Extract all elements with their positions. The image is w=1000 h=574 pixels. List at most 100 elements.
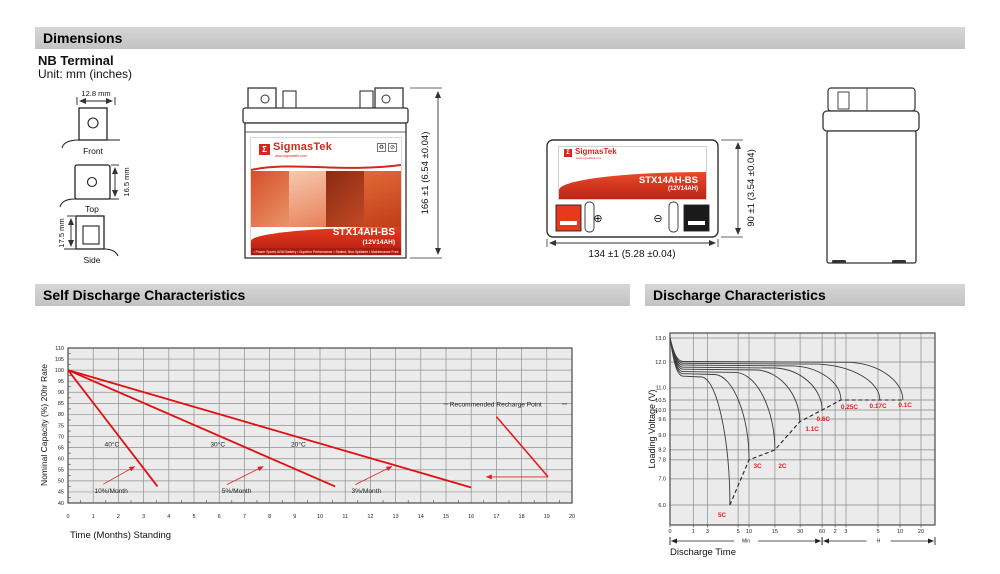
y-tick-label: 7.0 (658, 477, 666, 483)
brand-name: SigmasTek (273, 141, 333, 153)
recycle-icon: ♻ (377, 143, 386, 152)
front-view-label: Front (83, 146, 103, 156)
discharge-curve (669, 337, 731, 506)
curve-label: 0.1C (898, 402, 912, 409)
positive-terminal-slot (560, 221, 577, 225)
self-discharge-chart: 0 1 2 3 4 5 6 7 8 9 10 11 12 13 14 15 16 17 18 19 2040455055… (39, 346, 575, 541)
discharge-section-header: Discharge Characteristics (645, 284, 965, 306)
unit-note: Unit: mm (inches) (38, 67, 133, 81)
curve-label: 3C (753, 463, 762, 470)
battery-body (826, 130, 917, 264)
x-tick-label: 18 (519, 514, 525, 520)
y-tick-label: 10.0 (655, 408, 666, 414)
x-tick-label: 20 (918, 529, 924, 535)
curve-label: 1.1C (805, 426, 819, 433)
sigma-logo-icon: Σ (259, 144, 270, 155)
collage-panel (363, 171, 401, 227)
annotation-arrow (103, 466, 136, 485)
y-tick-label: 65 (58, 445, 64, 451)
label-header: Σ SigmasTek www.sigmastek.com ♻ ⊘ (251, 138, 401, 163)
cutoff-voltage-line (729, 399, 905, 506)
x-tick-label: 9 (293, 514, 296, 520)
terminal-type-title: NB Terminal (38, 53, 114, 68)
negative-terminal-slot (688, 221, 705, 225)
label-header: Σ SigmasTek www.sigmastek.com (559, 147, 706, 160)
x-tick-label: 3 (142, 514, 145, 520)
x-tick-label: 10 (897, 529, 903, 535)
terminal-front-view: 12.8 mm Front (61, 89, 120, 156)
x-tick-label: 6 (218, 514, 221, 520)
x-tick-label: 30 (797, 529, 803, 535)
chart-annotation: 20°C (291, 441, 306, 449)
red-swoosh (251, 164, 401, 171)
top-height-dim: 16.5 mm (122, 167, 131, 196)
y-tick-label: 105 (55, 357, 64, 363)
brand-website: www.sigmastek.com (576, 156, 602, 160)
left-terminal-hole (260, 94, 270, 104)
label-whitespace (559, 160, 706, 172)
battery-top-label: Σ SigmasTek www.sigmastek.com STX14AH-BS… (558, 146, 707, 200)
dimensions-section-header: Dimensions (35, 27, 965, 49)
label-icons: ♻ ⊘ (377, 143, 397, 152)
x-tick-label: 60 (819, 529, 825, 535)
series-line (67, 369, 336, 488)
y-tick-label: 85 (58, 401, 64, 407)
curve-label: 0.25C (841, 404, 858, 411)
x-tick-label: 12 (367, 514, 373, 520)
x-tick-label: 5 (737, 529, 740, 535)
chart-annotation: 5%/Month (222, 488, 252, 495)
collage-panel (251, 171, 289, 227)
x-tick-label: 0 (66, 514, 69, 520)
y-tick-label: 45 (58, 490, 64, 496)
terminal-top-view: 16.5 mm Top (59, 164, 131, 214)
x-tick-label: 14 (418, 514, 424, 520)
foot (832, 260, 846, 263)
curve-label: 0.6C (817, 416, 831, 423)
x-tick-label: 16 (468, 514, 474, 520)
discharge-chart: 0 1 3 5 10 15 30 60 2 3 5 10 20 13.0 12.0 11.0 10.5 10.0 9… (647, 332, 936, 558)
x-tick-label: 5 (192, 514, 195, 520)
x-tick-label: 10 (317, 514, 323, 520)
right-terminal-hole (381, 94, 391, 104)
chart-annotation: 10%/Month (94, 488, 128, 495)
front-height-dim-text: 166 ±1 (6.54 ±0.04) (420, 132, 431, 215)
chart-annotation: 30°C (210, 441, 225, 449)
time-unit-label: H (877, 539, 881, 545)
width-dimension: 134 ±1 (5.28 ±0.04) (546, 239, 719, 260)
y-tick-label: 40 (58, 501, 64, 507)
side-height-dim: 17.5 mm (57, 218, 66, 247)
right-post-slot (668, 201, 679, 233)
y-axis-title: Nominal Capacity (%) 20hr Rate (39, 364, 49, 486)
self-discharge-section-header: Self Discharge Characteristics (35, 284, 630, 306)
model-band: STX14AH-BS (12V14AH) (251, 227, 401, 248)
motorsport-collage-image (251, 171, 401, 227)
x-tick-label: 17 (493, 514, 499, 520)
top-depth-dim-text: 90 ±1 (3.54 ±0.04) (746, 149, 757, 227)
minus-symbol: ⊖ (653, 213, 662, 225)
foot (892, 260, 906, 263)
chart-annotation: Recommended Recharge Point (450, 402, 542, 409)
x-tick-label: 4 (167, 514, 170, 520)
depth-dimension: 90 ±1 (3.54 ±0.04) (721, 139, 757, 238)
annotation-arrow (226, 466, 264, 485)
terminal-drawings: 12.8 mm Front 16.5 mm Top 17.5 mm Side (57, 89, 131, 265)
x-tick-label: 20 (569, 514, 575, 520)
curve-label: 0.17C (870, 403, 887, 410)
plot-border (67, 347, 573, 504)
battery-front-label: Σ SigmasTek www.sigmastek.com ♻ ⊘ STX14A… (250, 137, 402, 256)
positive-terminal (555, 204, 582, 232)
y-tick-label: 8.2 (658, 448, 666, 454)
collage-panel (326, 171, 364, 227)
x-tick-label: 5 (876, 529, 879, 535)
x-tick-label: 3 (706, 529, 709, 535)
curve-label: 5C (718, 512, 727, 519)
y-tick-label: 100 (55, 368, 64, 374)
y-axis-title: Loading Voltage (V) (647, 389, 657, 468)
right-post (359, 90, 374, 111)
plot-border (669, 332, 936, 526)
x-tick-label: 19 (544, 514, 550, 520)
model-number: STX14AH-BS (332, 227, 395, 238)
x-tick-label: 0 (668, 529, 671, 535)
chart-annotation: 3%/Month (352, 488, 382, 495)
